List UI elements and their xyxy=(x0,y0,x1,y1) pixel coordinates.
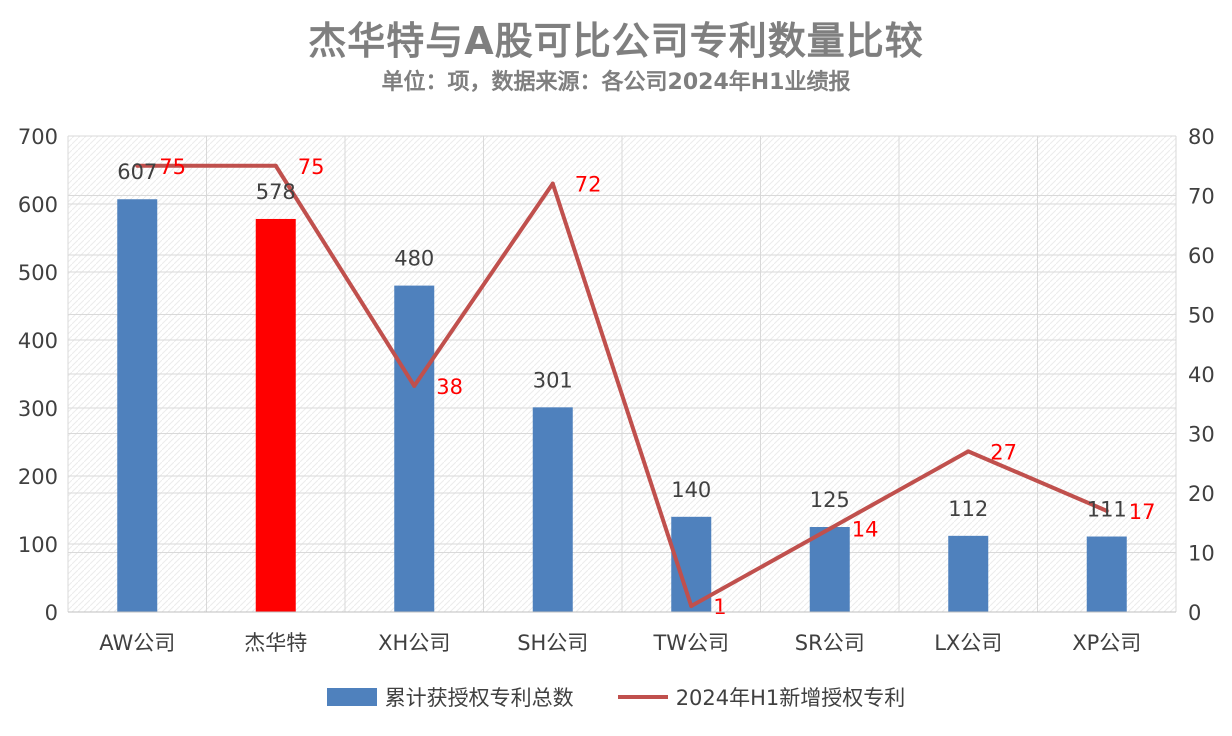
chart-title: 杰华特与A股可比公司专利数量比较 xyxy=(308,19,924,63)
data-labels: 607 578 480 301 140 125 112 111 75 75 38 72 1 14 27 17 xyxy=(117,155,1155,619)
line-path xyxy=(137,163,1108,609)
line-point xyxy=(827,526,832,531)
line-data-label: 38 xyxy=(436,375,463,399)
bar-data-label: 125 xyxy=(810,488,850,512)
y-left-tick-label: 600 xyxy=(18,193,58,217)
y-right-tick-label: 10 xyxy=(1188,542,1215,566)
bar xyxy=(809,527,850,612)
x-tick-label: SR公司 xyxy=(795,631,865,655)
line-series xyxy=(135,163,1109,609)
line-data-label: 75 xyxy=(298,155,325,179)
y-right-tick-label: 40 xyxy=(1188,363,1215,387)
y-right-tick-label: 70 xyxy=(1188,185,1215,209)
legend: 累计获授权专利总数 2024年H1新增授权专利 xyxy=(0,682,1232,712)
bar-data-label: 301 xyxy=(533,368,573,392)
bar-data-label: 111 xyxy=(1087,498,1127,522)
line-point xyxy=(550,181,555,186)
x-tick-label: TW公司 xyxy=(652,631,729,655)
bar-data-label: 578 xyxy=(256,180,296,204)
bar-data-label: 140 xyxy=(671,478,711,502)
y-right-tick-label: 50 xyxy=(1188,304,1215,328)
bar-data-label: 112 xyxy=(948,497,988,521)
bar xyxy=(394,285,435,612)
legend-swatch-line xyxy=(617,695,668,699)
y-right-tick-label: 30 xyxy=(1188,423,1215,447)
line-data-label: 27 xyxy=(990,440,1017,464)
y-left-tick-label: 0 xyxy=(45,601,58,625)
y-left-tick-label: 400 xyxy=(18,329,58,353)
line-data-label: 1 xyxy=(713,595,726,619)
bar xyxy=(948,535,989,612)
line-data-label: 17 xyxy=(1129,500,1156,524)
bar-series xyxy=(117,199,1127,613)
line-point xyxy=(1104,508,1109,513)
bar-data-label: 480 xyxy=(394,247,434,271)
line-point xyxy=(412,383,417,388)
y-left-tick-label: 300 xyxy=(18,397,58,421)
line-data-label: 75 xyxy=(159,155,186,179)
x-tick-label: XP公司 xyxy=(1072,631,1141,655)
legend-item-line[interactable]: 2024年H1新增授权专利 xyxy=(617,682,906,712)
y-left-tick-label: 500 xyxy=(18,261,58,285)
axes: 0 100 200 300 400 500 600 700 0 10 20 30 40 50 60 70 80 A… xyxy=(18,125,1215,655)
line-point xyxy=(966,449,971,454)
legend-item-bars[interactable]: 累计获授权专利总数 xyxy=(326,682,574,712)
legend-label-bars: 累计获授权专利总数 xyxy=(384,686,574,710)
legend-swatch-bar xyxy=(326,688,377,706)
x-tick-label: LX公司 xyxy=(934,631,1002,655)
line-point xyxy=(135,163,140,168)
x-tick-label: AW公司 xyxy=(99,631,175,655)
line-data-label: 14 xyxy=(852,518,879,542)
bar xyxy=(1086,536,1127,612)
bar-data-label: 607 xyxy=(117,160,157,184)
chart-subtitle: 单位：项，数据来源：各公司2024年H1业绩报 xyxy=(381,70,851,95)
line-point xyxy=(689,604,694,609)
y-right-tick-label: 20 xyxy=(1188,482,1215,506)
y-left-tick-label: 200 xyxy=(18,465,58,489)
x-tick-label: SH公司 xyxy=(517,631,588,655)
y-left-tick-label: 100 xyxy=(18,533,58,557)
bar xyxy=(255,218,296,612)
y-right-tick-label: 0 xyxy=(1188,601,1201,625)
x-tick-label: XH公司 xyxy=(378,631,450,655)
y-right-tick-label: 80 xyxy=(1188,125,1215,149)
line-point xyxy=(273,163,278,168)
bar xyxy=(117,199,158,613)
legend-label-line: 2024年H1新增授权专利 xyxy=(675,686,906,710)
y-left-tick-label: 700 xyxy=(18,125,58,149)
y-right-tick-label: 60 xyxy=(1188,244,1215,268)
x-tick-label: 杰华特 xyxy=(244,631,307,655)
line-data-label: 72 xyxy=(575,173,602,197)
bar xyxy=(532,407,573,612)
gridlines xyxy=(67,135,1177,613)
